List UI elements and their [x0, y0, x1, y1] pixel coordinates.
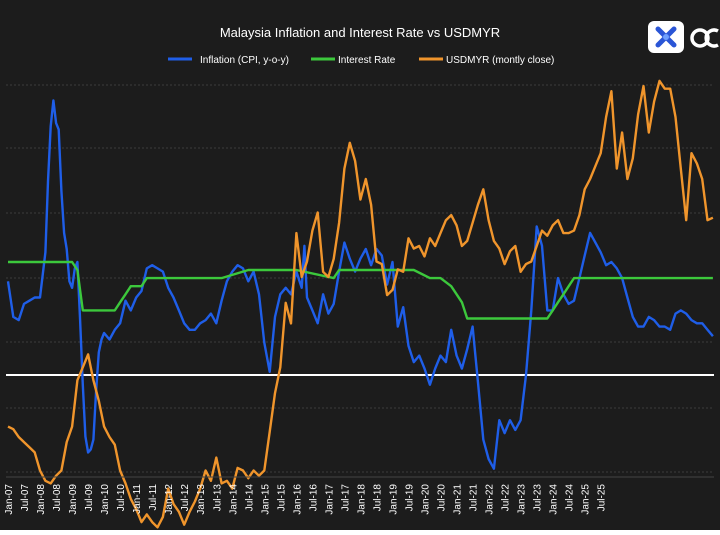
series-line-1: [8, 260, 713, 320]
x-tick-label: Jul-10: [116, 484, 127, 512]
chart-title: Malaysia Inflation and Interest Rate vs …: [220, 25, 500, 40]
x-tick-label: Jan-17: [324, 484, 335, 515]
x-tick-label: Jul-16: [308, 484, 319, 512]
x-tick-label: Jul-08: [52, 484, 63, 512]
series-line-2: [7, 79, 714, 529]
x-tick-label: Jul-23: [533, 484, 544, 512]
x-tick-label: Jan-14: [228, 484, 239, 515]
x-tick-label: Jul-09: [84, 484, 95, 512]
x-tick-label: Jan-11: [132, 484, 143, 514]
x-tick-label: Jul-14: [244, 484, 255, 512]
x-tick-label: Jul-21: [469, 484, 480, 512]
legend: Inflation (CPI, y-o-y) Interest Rate USDMY…: [168, 55, 554, 66]
x-tick-label: Jan-19: [388, 484, 399, 515]
x-tick-label: Jan-16: [292, 484, 303, 515]
x-tick-label: Jan-21: [453, 484, 464, 515]
x-tick-label: Jul-19: [405, 484, 416, 512]
x-tick-label: Jan-23: [517, 484, 528, 515]
series-lines: [6, 79, 714, 529]
x-tick-label: Jan-25: [581, 484, 592, 515]
legend-label-1: Interest Rate: [338, 55, 396, 66]
x-tick-label: Jul-17: [340, 484, 351, 512]
x-tick-label: Jan-20: [421, 484, 432, 515]
x-tick-label: Jan-18: [356, 484, 367, 515]
x-tick-label: Jul-07: [20, 484, 31, 512]
x-tick-label: Jan-22: [485, 484, 496, 515]
legend-label-0: Inflation (CPI, y-o-y): [200, 55, 289, 66]
x-tick-labels: Jan-07 Jul-07 Jan-08 Jul-08 Jan-09 Jul-09 Jan-…: [4, 484, 608, 515]
x-tick-label: Jul-18: [372, 484, 383, 512]
logo-icon: [650, 23, 682, 51]
grid-lines: [6, 84, 714, 473]
x-tick-label: Jul-11: [148, 484, 159, 511]
x-tick-label: Jul-22: [501, 484, 512, 512]
series-line-0: [6, 99, 714, 470]
legend-label-2: USDMYR (montly close): [446, 55, 554, 66]
logo: [648, 21, 684, 53]
x-tick-label: Jul-20: [437, 484, 448, 512]
x-tick-label: Jan-24: [549, 484, 560, 515]
x-tick-label: Jul-25: [597, 484, 608, 512]
x-tick-label: Jan-08: [36, 484, 47, 515]
x-tick-label: Jul-12: [180, 484, 191, 512]
x-tick-label: Jan-09: [68, 484, 79, 515]
logo-mark-icon: [690, 28, 719, 48]
x-tick-label: Jan-07: [4, 484, 15, 515]
x-tick-label: Jul-13: [212, 484, 223, 512]
x-tick-label: Jan-13: [196, 484, 207, 515]
x-tick-label: Jan-15: [260, 484, 271, 515]
x-tick-label: Jul-24: [565, 484, 576, 512]
x-tick-label: Jan-12: [164, 484, 175, 515]
x-tick-label: Jan-10: [100, 484, 111, 515]
x-tick-label: Jul-15: [276, 484, 287, 512]
